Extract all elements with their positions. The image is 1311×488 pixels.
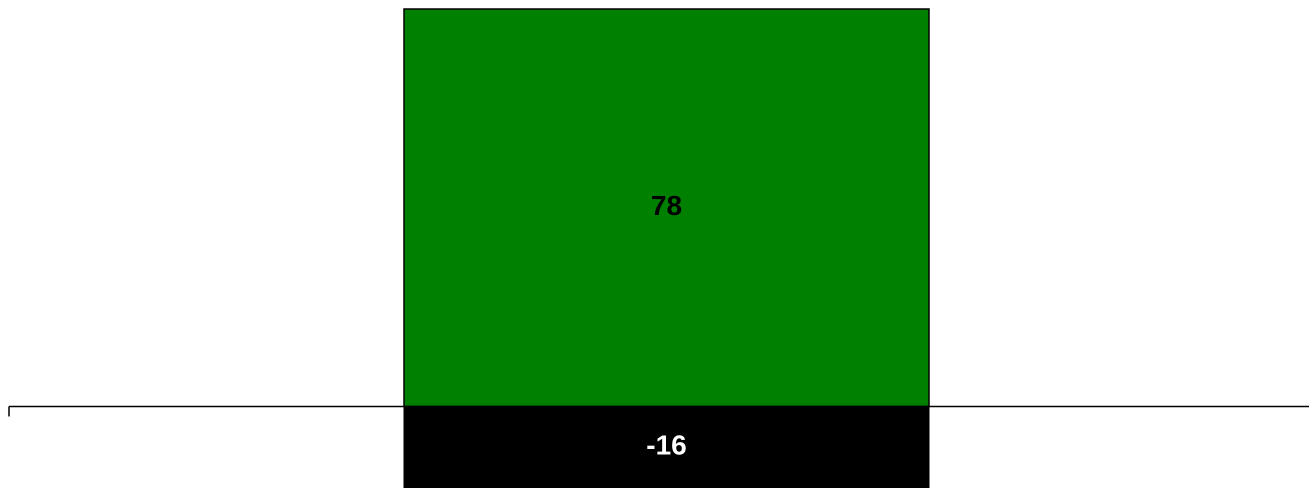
bar-positive xyxy=(403,8,930,408)
data-label-positive: 78 xyxy=(651,190,682,221)
bar-negative xyxy=(403,405,930,488)
data-label-negative: -16 xyxy=(646,430,686,461)
